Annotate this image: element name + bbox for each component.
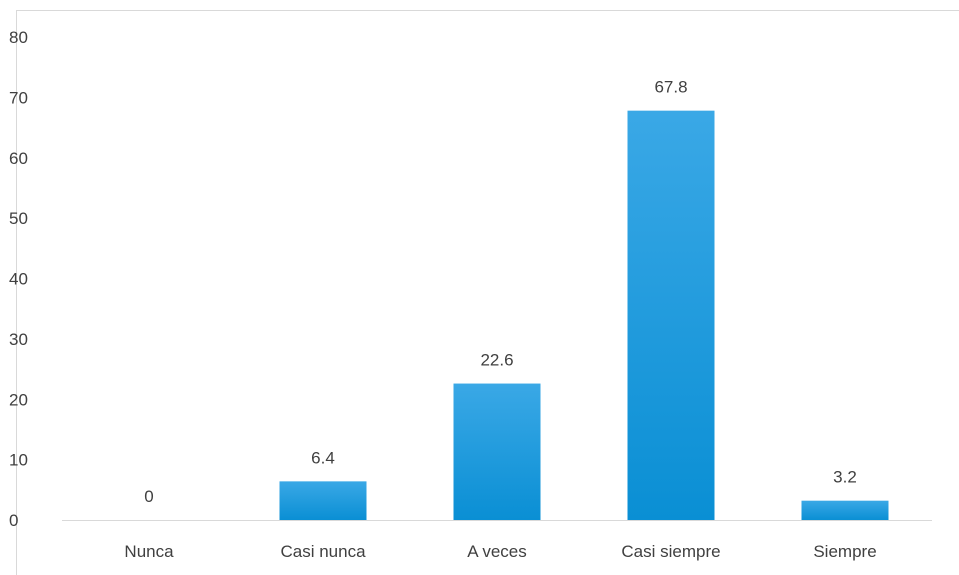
y-tick-label: 10 [9, 451, 28, 470]
y-tick-label: 30 [9, 330, 28, 349]
y-tick-label: 50 [9, 209, 28, 228]
data-label: 67.8 [654, 78, 687, 97]
bar [627, 110, 715, 520]
chart-border-left [16, 10, 17, 575]
y-tick-label: 60 [9, 149, 28, 168]
y-tick-label: 70 [9, 88, 28, 107]
bars [279, 110, 889, 520]
x-category-label: Siempre [813, 542, 876, 561]
bar [279, 481, 367, 520]
y-tick-label: 40 [9, 270, 28, 289]
data-label: 22.6 [480, 351, 513, 370]
x-category-label: Casi nunca [280, 542, 366, 561]
y-tick-label: 80 [9, 28, 28, 47]
bar [801, 500, 889, 520]
x-category-label: Casi siempre [621, 542, 720, 561]
chart-border-top [16, 10, 959, 11]
x-category-label: Nunca [124, 542, 174, 561]
y-tick-label: 20 [9, 390, 28, 409]
data-label: 3.2 [833, 468, 857, 487]
data-labels: 0 6.4 22.6 67.8 3.2 [144, 78, 857, 506]
y-tick-label: 0 [9, 511, 18, 530]
x-category-label: A veces [467, 542, 527, 561]
data-label: 0 [144, 487, 153, 506]
bar [453, 383, 541, 520]
y-axis-ticks: 0 10 20 30 40 50 60 70 80 [9, 28, 28, 530]
x-axis-categories: Nunca Casi nunca A veces Casi siempre Siempr… [124, 542, 876, 561]
data-label: 6.4 [311, 448, 335, 467]
